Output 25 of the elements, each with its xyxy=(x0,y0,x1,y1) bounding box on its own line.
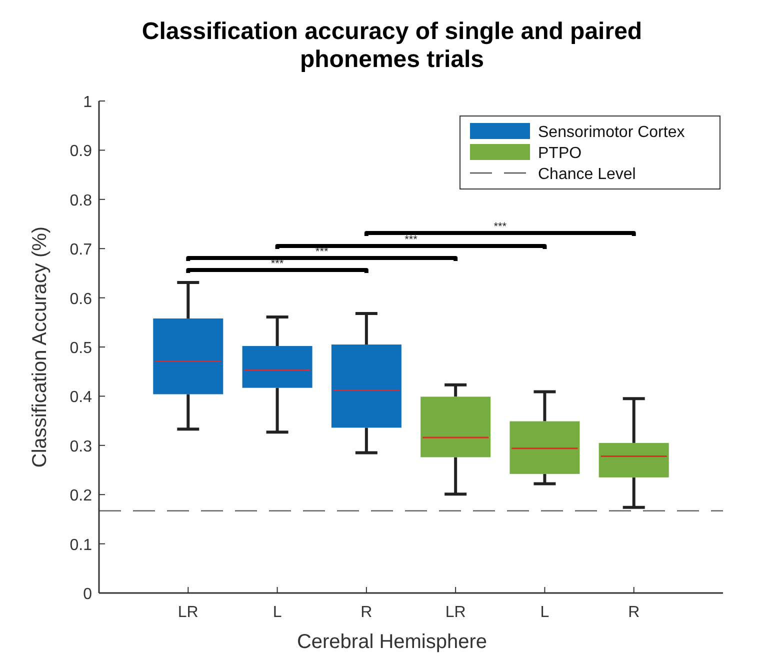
legend-label: Sensorimotor Cortex xyxy=(538,124,685,141)
x-axis-title: Cerebral Hemisphere xyxy=(296,631,488,653)
chart-title: Classification accuracy of single and paired phonemes trials xyxy=(142,18,642,73)
y-tick-label: 0.5 xyxy=(70,340,92,357)
y-tick-label: 0.2 xyxy=(70,488,92,505)
legend-label: Chance Level xyxy=(538,166,636,183)
x-tick-label: LR xyxy=(445,604,466,621)
x-tick-label: L xyxy=(540,604,550,621)
x-tick-label: L xyxy=(272,604,282,621)
y-tick-label: 0.8 xyxy=(70,192,92,210)
legend-label: PTPO xyxy=(538,145,582,162)
y-axis-title: Classification Accuracy (%) xyxy=(29,226,51,468)
y-tick-label: 0.1 xyxy=(70,536,92,554)
y-tick-label: 0.7 xyxy=(70,242,92,259)
y-tick-label: 0 xyxy=(83,586,92,603)
y-tick-label: 0.3 xyxy=(70,438,92,456)
annotation: *** xyxy=(494,221,508,233)
x-tick-label: R xyxy=(360,604,372,621)
annotation: *** xyxy=(404,234,418,246)
y-tick-label: 1 xyxy=(83,94,92,111)
y-tick-label: 0.4 xyxy=(70,389,92,406)
x-tick-label: R xyxy=(628,604,640,621)
y-tick-label: 0.6 xyxy=(70,290,92,308)
y-tick-label: 0.9 xyxy=(70,143,92,160)
x-tick-label: LR xyxy=(178,604,198,621)
